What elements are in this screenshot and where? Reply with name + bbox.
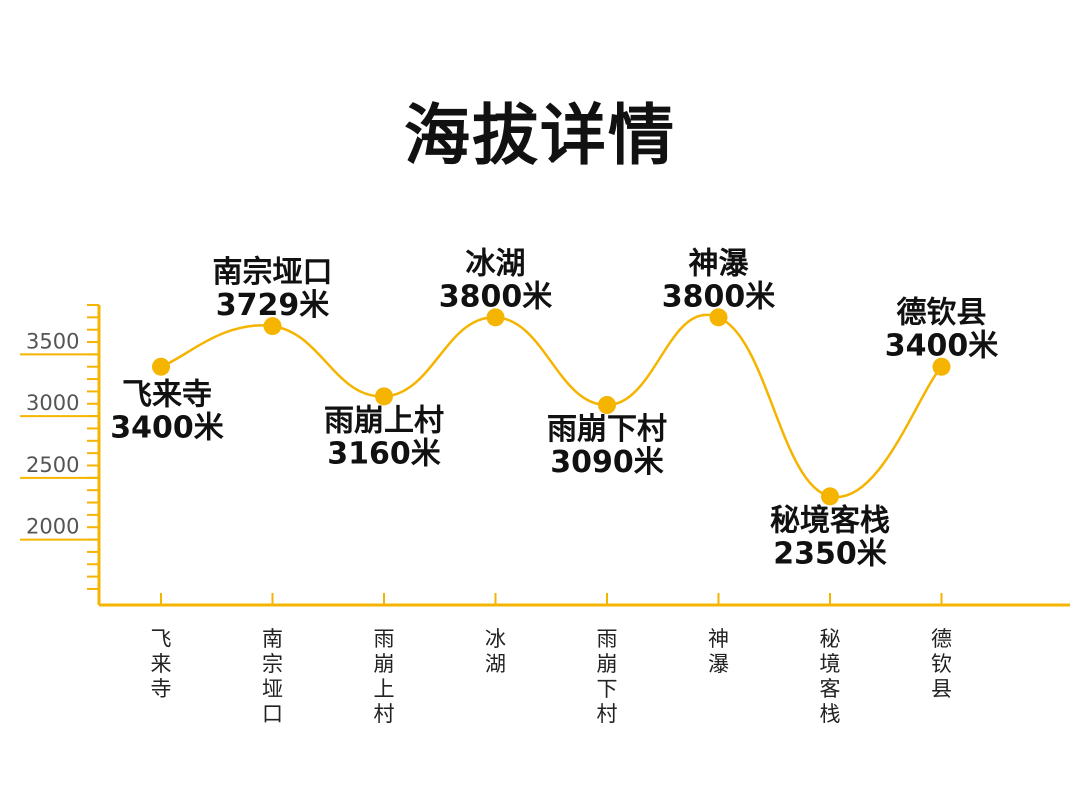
point-name-label: 秘境客栈 xyxy=(770,503,890,538)
data-point xyxy=(375,387,393,406)
x-category-label: 飞来寺 xyxy=(151,627,172,701)
data-point xyxy=(598,396,616,414)
point-name-label: 雨崩上村 xyxy=(324,403,444,438)
point-name-label: 雨崩下村 xyxy=(547,412,667,447)
x-category-label: 神瀑 xyxy=(708,627,729,676)
point-value-label: 3400米 xyxy=(110,411,224,446)
data-point xyxy=(152,357,170,376)
y-tick-label: 2000 xyxy=(26,515,79,539)
data-point xyxy=(821,487,839,506)
category-labels-layer: 飞来寺 南宗垭口 雨崩上村 冰湖 雨崩下村 神瀑 秘境客栈 德钦县 xyxy=(151,627,953,726)
x-category-label: 雨崩上村 xyxy=(374,627,395,726)
point-name-label: 冰湖 xyxy=(466,246,526,281)
x-category-label: 南宗垭口 xyxy=(262,627,283,726)
data-labels-layer: 飞来寺3400米南宗垭口3729米雨崩上村3160米冰湖3800米雨崩下村309… xyxy=(110,246,998,571)
data-point xyxy=(263,317,282,336)
x-category-label: 秘境客栈 xyxy=(820,627,841,726)
point-name-label: 南宗垭口 xyxy=(213,255,333,290)
point-value-label: 3160米 xyxy=(327,436,441,471)
y-tick-label: 3000 xyxy=(26,391,79,415)
point-value-label: 3800米 xyxy=(439,279,553,314)
point-value-label: 3729米 xyxy=(216,288,330,323)
point-value-label: 3400米 xyxy=(885,329,999,364)
point-value-label: 2350米 xyxy=(773,536,887,571)
data-points-layer xyxy=(152,308,951,506)
data-point xyxy=(709,308,728,327)
point-value-label: 3090米 xyxy=(550,445,664,480)
page-title: 海拔详情 xyxy=(404,97,676,174)
point-name-label: 德钦县 xyxy=(897,296,987,331)
chart-axes: 2000 2500 3000 3500 xyxy=(20,304,1070,607)
x-category-label: 德钦县 xyxy=(931,627,952,701)
point-name-label: 飞来寺 xyxy=(122,378,212,413)
point-value-label: 3800米 xyxy=(662,279,776,314)
data-point xyxy=(486,308,505,327)
y-tick-label: 2500 xyxy=(26,453,79,477)
data-point xyxy=(932,357,951,376)
point-name-label: 神瀑 xyxy=(689,246,750,281)
y-tick-label: 3500 xyxy=(26,329,79,353)
x-category-label: 冰湖 xyxy=(485,627,506,676)
x-category-label: 雨崩下村 xyxy=(597,627,618,726)
